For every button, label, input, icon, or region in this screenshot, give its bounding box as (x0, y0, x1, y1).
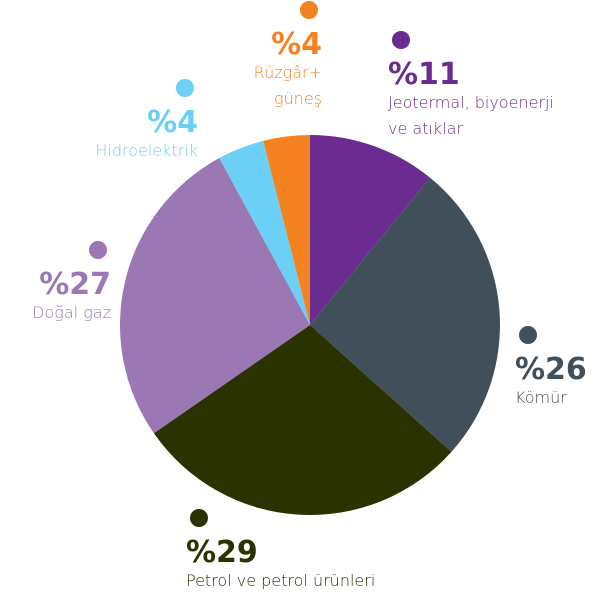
slice-label: %4 Hidroelektrik (95, 79, 198, 164)
pie-slice (310, 135, 431, 325)
slice-label: %26 Kömür (515, 326, 587, 411)
pie-slice (263, 135, 310, 325)
legend-dot (176, 79, 194, 97)
category-label: Jeotermal, biyoenerji ve atıklar (388, 93, 554, 138)
slice-label: %4 Rüzgâr+ güneş (250, 1, 322, 112)
value-label: %11 (388, 57, 460, 92)
pie-slice (119, 158, 310, 434)
category-label: Petrol ve petrol ürünleri (186, 571, 376, 590)
pie-slice (153, 325, 452, 515)
legend-dot (519, 326, 537, 344)
category-label: Kömür (515, 388, 567, 407)
legend-dot (89, 241, 107, 259)
legend-dot (300, 1, 318, 19)
legend-dot (190, 509, 208, 527)
value-label: %27 (39, 267, 111, 302)
category-label: Hidroelektrik (95, 141, 198, 160)
value-label: %26 (515, 352, 587, 387)
category-label: Rüzgâr+ güneş (253, 63, 322, 108)
slice-label: %11 Jeotermal, biyoenerji ve atıklar (388, 31, 568, 142)
value-label: %4 (147, 105, 198, 140)
pie-slice (219, 140, 310, 325)
value-label: %29 (186, 535, 258, 570)
category-label: Doğal gaz (32, 303, 111, 322)
value-label: %4 (271, 27, 322, 62)
slice-label: %27 Doğal gaz (32, 241, 111, 326)
slice-label: %29 Petrol ve petrol ürünleri (186, 509, 375, 594)
legend-dot (392, 31, 410, 49)
pie-slice (310, 177, 500, 452)
